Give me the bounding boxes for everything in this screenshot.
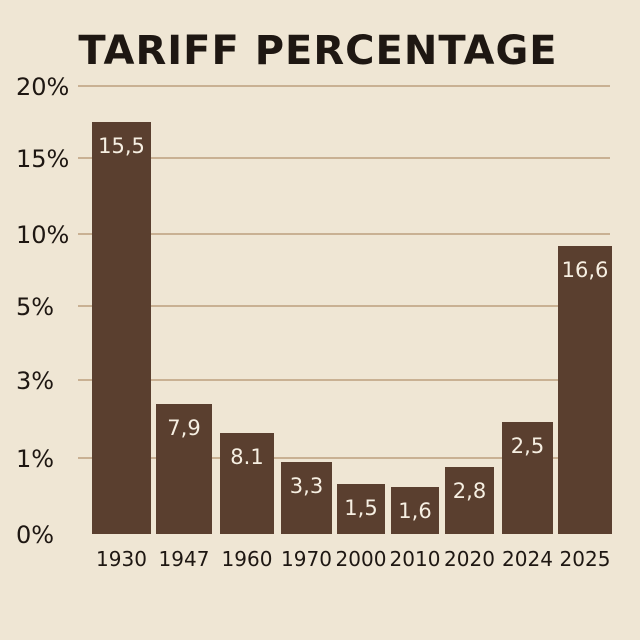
y-tick-label: 1% bbox=[16, 445, 54, 473]
data-label-2000: 1,5 bbox=[344, 496, 377, 520]
data-label-1947: 7,9 bbox=[167, 416, 200, 440]
x-tick-label: 2010 bbox=[390, 547, 441, 571]
bar-1960 bbox=[220, 433, 274, 534]
x-tick-label: 2025 bbox=[560, 547, 611, 571]
bar-2024 bbox=[502, 422, 553, 534]
x-tick-label: 2020 bbox=[444, 547, 495, 571]
y-tick-label: 3% bbox=[16, 367, 54, 395]
data-label-2025: 16,6 bbox=[562, 258, 609, 282]
y-tick-label: 0% bbox=[16, 521, 54, 549]
bar-1930 bbox=[92, 122, 151, 534]
data-label-2020: 2,8 bbox=[453, 479, 486, 503]
bars: 15,5 7,9 8.1 3,3 1,5 1,6 2,8 2,5 16,6 bbox=[92, 122, 612, 534]
x-tick-label: 2000 bbox=[336, 547, 387, 571]
x-tick-label: 2024 bbox=[502, 547, 553, 571]
chart-title: TARIFF PERCENTAGE bbox=[78, 28, 557, 74]
y-tick-label: 15% bbox=[16, 145, 69, 173]
x-tick-label: 1930 bbox=[96, 547, 147, 571]
bar-1947 bbox=[156, 404, 212, 534]
x-tick-label: 1970 bbox=[281, 547, 332, 571]
data-label-1960: 8.1 bbox=[230, 445, 263, 469]
x-tick-label: 1947 bbox=[159, 547, 210, 571]
bar-1970 bbox=[281, 462, 332, 534]
bar-2020 bbox=[445, 467, 494, 534]
y-tick-label: 5% bbox=[16, 293, 54, 321]
data-label-1970: 3,3 bbox=[290, 474, 323, 498]
data-label-1930: 15,5 bbox=[98, 134, 145, 158]
x-axis: 1930 1947 1960 1970 2000 2010 2020 2024 2025 bbox=[96, 547, 610, 571]
x-tick-label: 1960 bbox=[222, 547, 273, 571]
data-label-2010: 1,6 bbox=[398, 499, 431, 523]
bar-2025 bbox=[558, 246, 612, 534]
bar-2010 bbox=[391, 487, 439, 534]
y-tick-label: 20% bbox=[16, 73, 69, 101]
y-axis: 0% 1% 3% 5% 10% 15% 20% bbox=[16, 73, 69, 549]
y-tick-label: 10% bbox=[16, 221, 69, 249]
bar-2000 bbox=[337, 484, 385, 534]
data-label-2024: 2,5 bbox=[511, 434, 544, 458]
